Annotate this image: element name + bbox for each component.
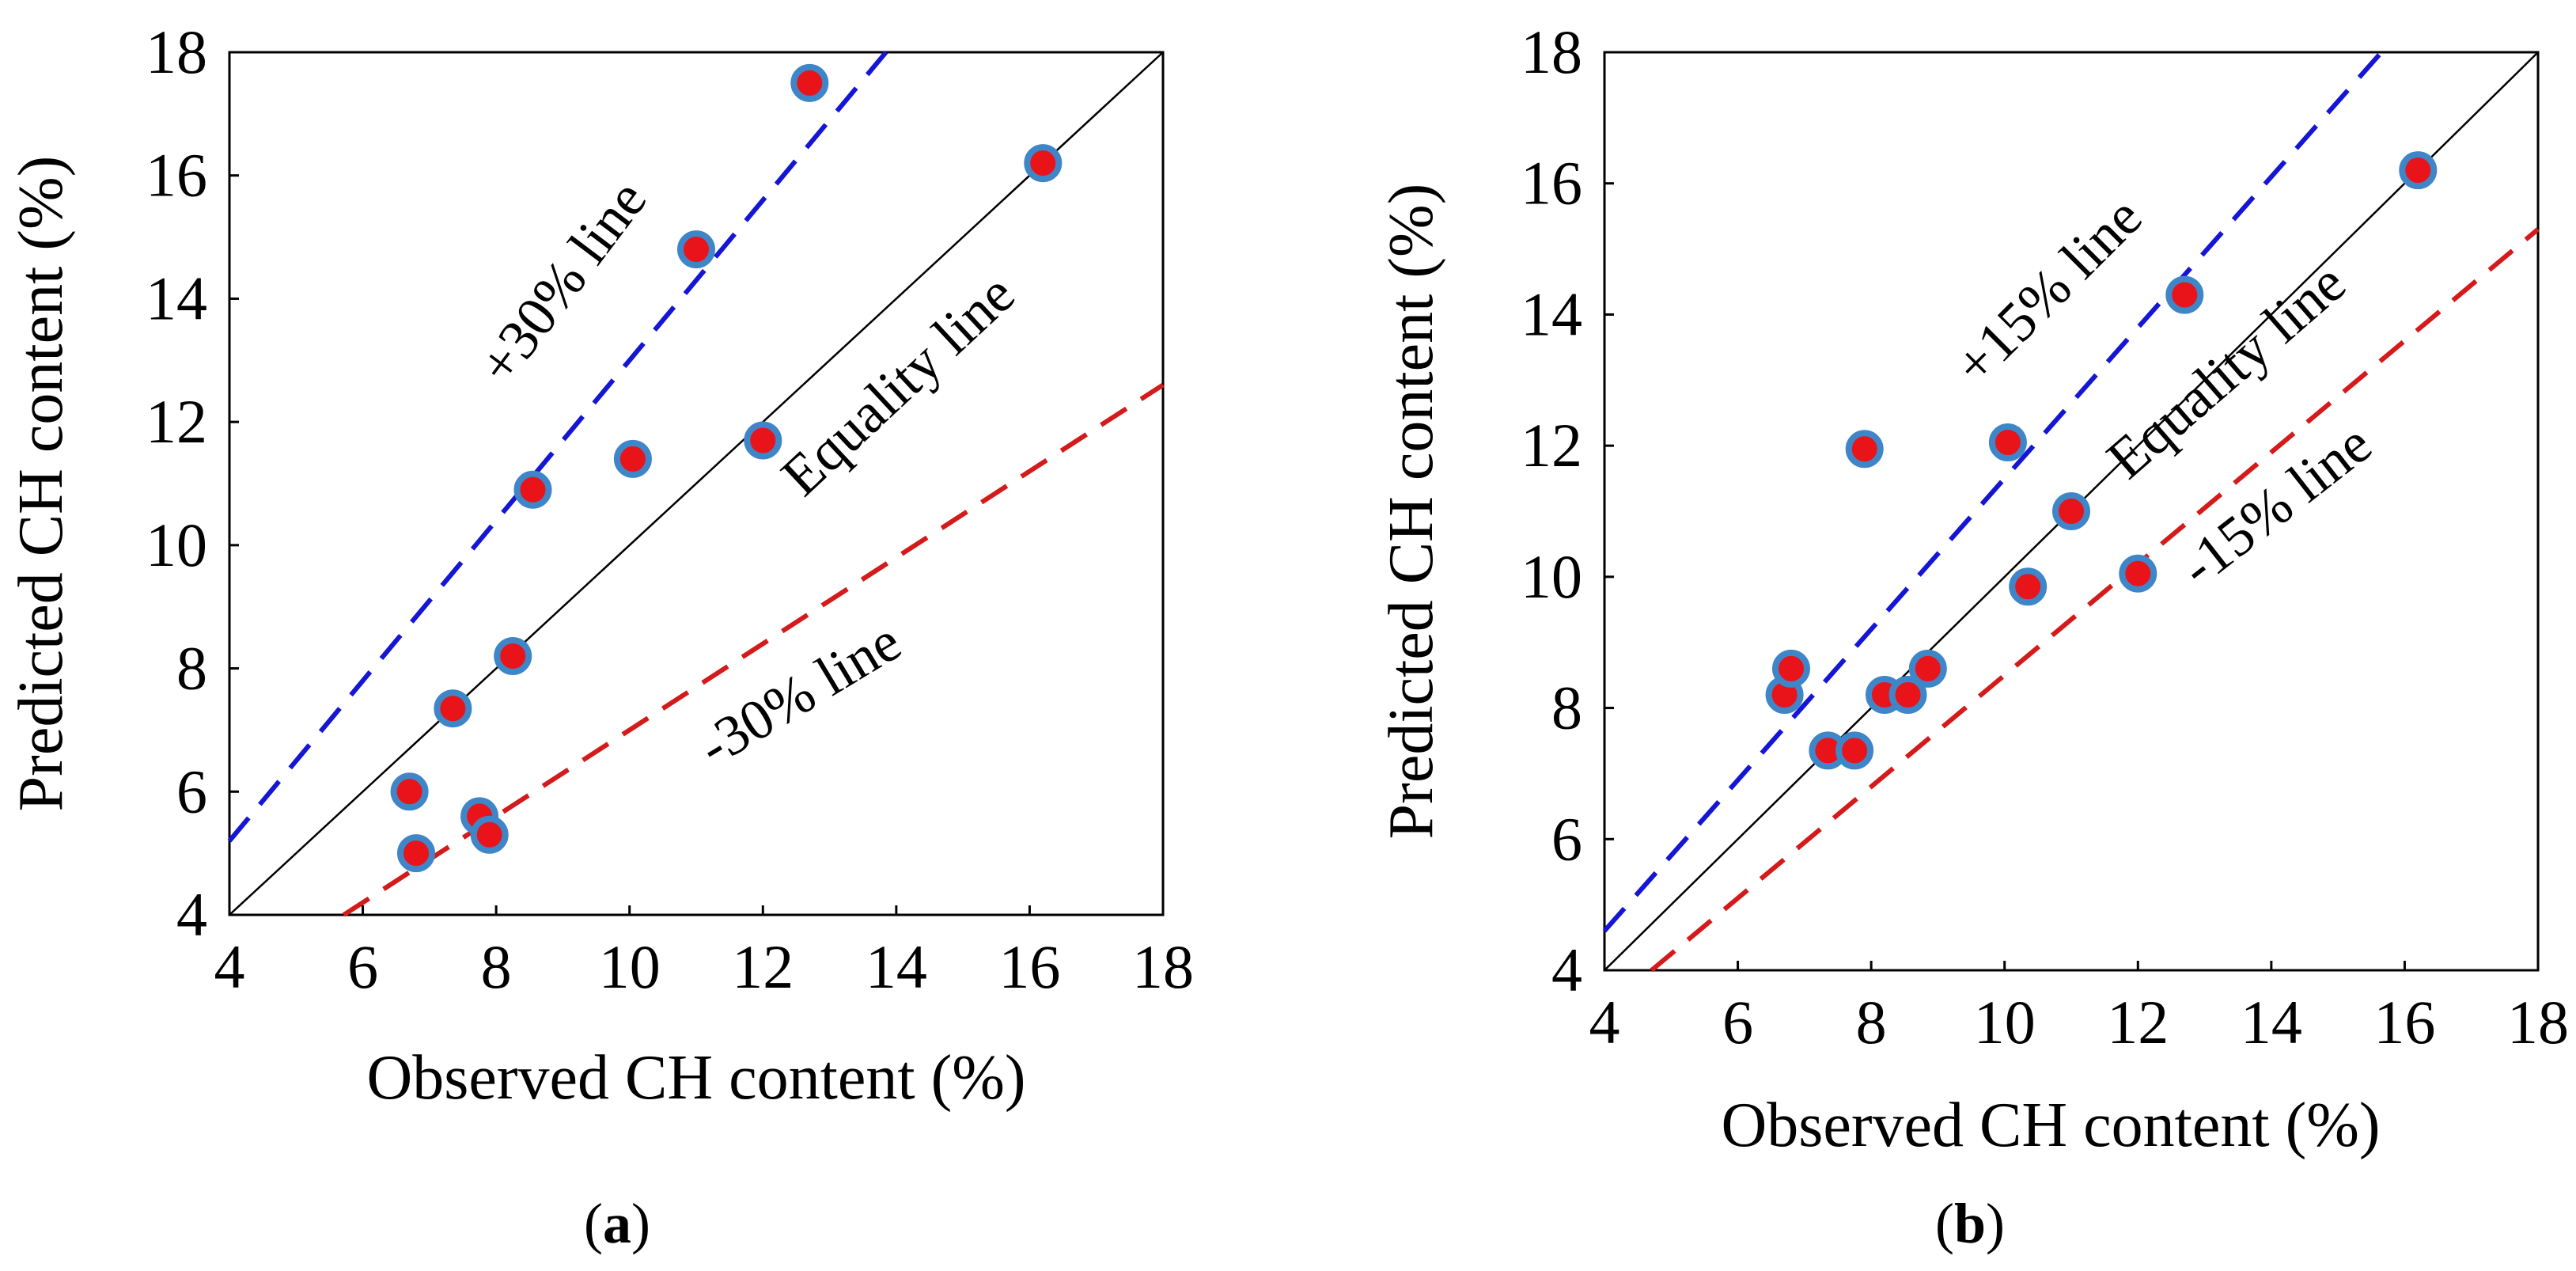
data-point-a-2 — [434, 689, 472, 728]
data-point-b-11 — [2119, 554, 2157, 593]
caption-a: (a) — [584, 1192, 650, 1255]
y-tick-label-a-4: 4 — [176, 880, 207, 949]
y-tick-label-a-8: 8 — [176, 634, 207, 703]
y-tick-label-b-10: 10 — [1521, 542, 1582, 611]
plot-frame-b — [1603, 51, 2540, 972]
data-point-b-8 — [1988, 423, 2027, 461]
data-point-a-7 — [613, 439, 652, 478]
data-point-a-6 — [513, 470, 552, 509]
x-tick-label-b-10: 10 — [1974, 988, 2036, 1057]
label-minus30-line: -30% line — [688, 609, 911, 779]
data-point-b-6 — [1888, 676, 1927, 714]
data-point-a-11 — [1024, 144, 1063, 183]
y-tick-label-b-8: 8 — [1551, 673, 1582, 742]
caption-b-open: ( — [1935, 1192, 1954, 1255]
data-point-a-4 — [470, 815, 509, 854]
data-point-b-7 — [1908, 649, 1947, 688]
data-point-a-5 — [494, 637, 532, 675]
caption-a-close: ) — [631, 1192, 650, 1255]
x-tick-label-a-8: 8 — [481, 932, 512, 1001]
x-tick-label-a-14: 14 — [866, 932, 927, 1001]
data-point-a-9 — [744, 421, 782, 460]
y-tick-label-b-16: 16 — [1521, 149, 1582, 218]
x-tick-label-a-4: 4 — [214, 932, 245, 1001]
y-tick-label-b-6: 6 — [1551, 804, 1582, 873]
x-axis-label-b: Observed CH content (%) — [1721, 1091, 2380, 1160]
series-line-a-lower — [342, 382, 1165, 917]
data-point-b-13 — [2399, 151, 2438, 190]
x-tick-label-b-18: 18 — [2507, 988, 2569, 1057]
x-tick-label-a-6: 6 — [347, 932, 378, 1001]
data-point-b-10 — [2052, 492, 2090, 530]
caption-a-letter: a — [603, 1192, 631, 1255]
series-line-a-equality — [229, 51, 1164, 916]
y-axis-label-b: Predicted CH content (%) — [1377, 184, 1446, 840]
x-tick-label-a-10: 10 — [599, 932, 661, 1001]
x-tick-label-a-12: 12 — [732, 932, 794, 1001]
series-line-a-upper — [227, 51, 888, 843]
x-axis-label-a: Observed CH content (%) — [366, 1043, 1025, 1113]
label-plus15-line: +15% line — [1942, 185, 2154, 397]
y-tick-label-b-12: 12 — [1521, 411, 1582, 480]
label-equality-line-a: Equality line — [769, 262, 1026, 508]
y-tick-label-a-16: 16 — [146, 141, 207, 210]
y-tick-label-a-14: 14 — [146, 264, 207, 332]
data-point-a-1 — [397, 834, 435, 873]
x-tick-label-a-16: 16 — [998, 932, 1060, 1001]
y-tick-label-b-14: 14 — [1521, 279, 1582, 348]
panel-a: 4 6 8 10 12 14 16 18 4 6 8 10 12 14 16 18 Observed CH … — [6, 17, 1194, 1255]
data-point-a-10 — [790, 63, 829, 102]
data-point-b-1 — [1772, 649, 1810, 688]
y-tick-label-a-6: 6 — [176, 757, 207, 825]
caption-b-letter: b — [1954, 1192, 1986, 1255]
data-point-b-4 — [1845, 430, 1884, 469]
panel-b: 4 6 8 10 12 14 16 18 4 6 8 10 12 14 16 18 Observed CH … — [1377, 17, 2569, 1255]
y-tick-label-a-18: 18 — [146, 17, 207, 86]
data-point-b-3 — [1835, 731, 1874, 770]
x-tick-label-b-12: 12 — [2107, 988, 2169, 1057]
caption-b-close: ) — [1986, 1192, 2005, 1255]
x-tick-label-b-4: 4 — [1589, 988, 1620, 1057]
x-tick-label-b-6: 6 — [1722, 988, 1753, 1057]
x-tick-label-a-18: 18 — [1132, 932, 1194, 1001]
x-tick-label-b-16: 16 — [2373, 988, 2435, 1057]
label-minus15-line: -15% line — [2169, 412, 2383, 599]
data-point-a-8 — [677, 230, 715, 269]
data-point-b-12 — [2165, 275, 2204, 314]
x-tick-label-b-14: 14 — [2241, 988, 2302, 1057]
x-tick-label-b-8: 8 — [1856, 988, 1887, 1057]
series-line-b-lower — [1650, 227, 2540, 973]
plot-frame-a — [228, 51, 1165, 916]
caption-a-open: ( — [584, 1192, 603, 1255]
caption-b: (b) — [1935, 1192, 2005, 1255]
y-tick-label-a-10: 10 — [146, 510, 207, 579]
data-point-b-9 — [2009, 567, 2048, 606]
data-point-a-0 — [390, 772, 429, 811]
y-tick-label-b-4: 4 — [1551, 935, 1582, 1004]
y-tick-label-a-12: 12 — [146, 387, 207, 456]
series-line-b-upper — [1602, 51, 2384, 933]
y-tick-label-b-18: 18 — [1521, 17, 1582, 86]
y-axis-label-a: Predicted CH content (%) — [6, 156, 76, 812]
